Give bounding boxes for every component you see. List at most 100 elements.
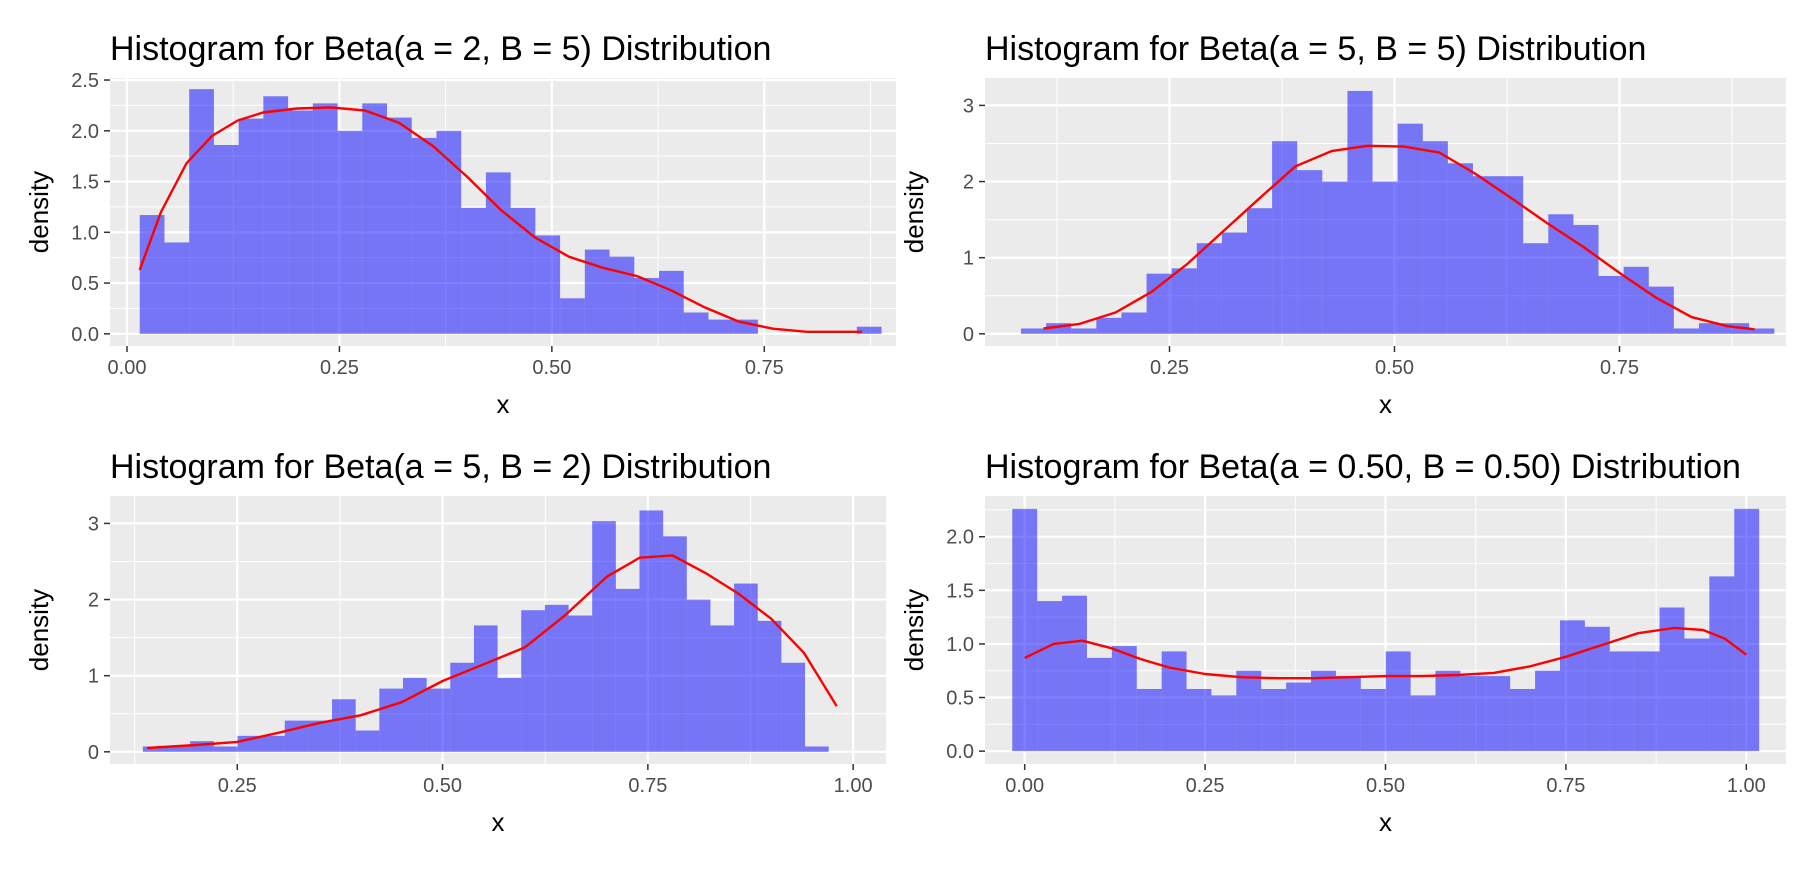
- histogram-bar: [1749, 328, 1775, 334]
- chart-panel-1: 0.00 0.25 0.50 0.75 0.0 0.5 1.0 1.5 2.0 2.5 Histog…: [24, 30, 896, 419]
- histogram-bar: [473, 625, 498, 752]
- histogram-bar: [1724, 323, 1750, 334]
- histogram-bar: [1385, 651, 1411, 752]
- histogram-bar: [1311, 670, 1336, 752]
- histogram-bar: [1573, 224, 1599, 334]
- x-tick-label: 0.50: [532, 357, 571, 379]
- chart-title: Histogram for Beta(a = 5, B = 2) Distrib…: [110, 448, 771, 486]
- y-tick-label: 1: [963, 248, 974, 270]
- y-tick-label: 2.0: [946, 527, 974, 549]
- histogram-bar: [308, 720, 333, 752]
- histogram-bar: [1286, 682, 1312, 752]
- histogram-bar: [461, 207, 486, 334]
- histogram-bar: [1211, 695, 1237, 752]
- density-curve: [146, 554, 838, 750]
- y-tick-label: 3: [88, 513, 99, 535]
- histogram-bar: [411, 137, 437, 334]
- x-axis-label: x: [1379, 389, 1392, 419]
- histogram-bar: [1261, 688, 1287, 752]
- histogram-bar: [1012, 508, 1038, 752]
- x-tick-label: 0.00: [108, 357, 147, 379]
- x-axis-label: x: [497, 389, 510, 419]
- histogram-bar: [639, 510, 664, 752]
- y-axis-label: density: [899, 589, 929, 671]
- y-tick-label: 2.5: [71, 70, 99, 92]
- histogram-bar: [436, 130, 462, 334]
- histogram-bar: [663, 536, 687, 752]
- y-tick-label: 1.5: [946, 580, 974, 602]
- histogram-bar: [1598, 275, 1624, 334]
- histogram-bar: [683, 312, 709, 334]
- histogram-bar: [1246, 208, 1273, 334]
- histogram-bar: [1648, 286, 1674, 334]
- histogram-bar: [1071, 328, 1097, 334]
- y-axis-label: density: [24, 589, 54, 671]
- chart-panel-2: 0.25 0.50 0.75 0 1 2 3 Histogram for Beta(a = 5…: [899, 30, 1786, 419]
- histogram-bar: [1171, 268, 1197, 334]
- histogram-bar: [757, 620, 782, 752]
- x-axis-label: x: [1379, 807, 1392, 837]
- y-tick-label: 0.5: [71, 273, 99, 295]
- histogram-bar: [544, 604, 569, 752]
- histogram-bar: [213, 746, 238, 752]
- histogram-bar: [1086, 657, 1112, 752]
- histogram-bar: [1559, 620, 1585, 752]
- histogram-bar: [659, 270, 684, 334]
- histogram-bar: [1196, 243, 1222, 334]
- histogram-bar: [1498, 176, 1524, 334]
- histogram-bar: [521, 610, 545, 752]
- x-tick-label: 0.50: [423, 775, 462, 797]
- histogram-bar: [355, 730, 380, 752]
- y-tick-label: 0.0: [71, 324, 99, 346]
- x-tick-label: 0.50: [1375, 357, 1414, 379]
- y-axis-label: density: [899, 171, 929, 253]
- histogram-bar: [337, 130, 363, 334]
- x-tick-label: 0.50: [1366, 775, 1405, 797]
- histogram-bar: [1673, 328, 1699, 334]
- x-tick-label: 0.25: [218, 775, 257, 797]
- histogram-bar: [609, 256, 635, 334]
- histogram-bar: [1021, 328, 1047, 334]
- chart-panel-3: 0.25 0.50 0.75 1.00 0 1 2 3 Histogram for Beta(a…: [24, 448, 886, 837]
- x-tick-label: 0.25: [1186, 775, 1225, 797]
- histogram-bar: [805, 746, 829, 752]
- x-tick-label: 0.25: [320, 357, 359, 379]
- chart-title: Histogram for Beta(a = 0.50, B = 0.50) D…: [985, 448, 1741, 486]
- histogram-bar: [1609, 651, 1635, 752]
- histogram-bar: [238, 118, 264, 334]
- histogram-bar: [535, 235, 561, 334]
- histogram-bar: [402, 677, 427, 752]
- x-tick-label: 0.75: [745, 357, 784, 379]
- x-tick-label: 0.00: [1005, 775, 1044, 797]
- histogram-bar: [1535, 670, 1560, 752]
- histogram-bar: [1347, 90, 1373, 334]
- density-curve: [1043, 144, 1755, 331]
- histogram-bar: [1146, 273, 1172, 334]
- histogram-bar: [710, 625, 735, 752]
- histogram-bar: [708, 319, 734, 334]
- histogram-bar: [592, 521, 616, 752]
- histogram-bar: [856, 326, 882, 334]
- histogram-bar: [1447, 163, 1473, 334]
- histogram-bar: [1297, 170, 1323, 334]
- histogram-bar: [781, 662, 806, 752]
- x-axis-label: x: [492, 807, 505, 837]
- histogram-bar: [213, 145, 239, 334]
- density-curve: [138, 106, 862, 333]
- y-tick-label: 1.0: [71, 222, 99, 244]
- histogram-bar: [1360, 688, 1386, 752]
- y-tick-label: 2: [88, 590, 99, 612]
- histogram-bar: [1523, 243, 1549, 334]
- histogram-bar: [1698, 323, 1725, 334]
- histogram-bar: [1062, 595, 1087, 752]
- histogram-bar: [1485, 676, 1511, 752]
- histogram-bar: [1121, 312, 1147, 334]
- y-tick-label: 3: [963, 95, 974, 117]
- histogram-bar: [1111, 646, 1137, 752]
- histogram-bar: [568, 615, 593, 752]
- y-tick-label: 0: [88, 742, 99, 764]
- histogram-bar: [1472, 176, 1499, 334]
- histogram-bar: [362, 103, 388, 334]
- histogram-bar: [1634, 651, 1660, 752]
